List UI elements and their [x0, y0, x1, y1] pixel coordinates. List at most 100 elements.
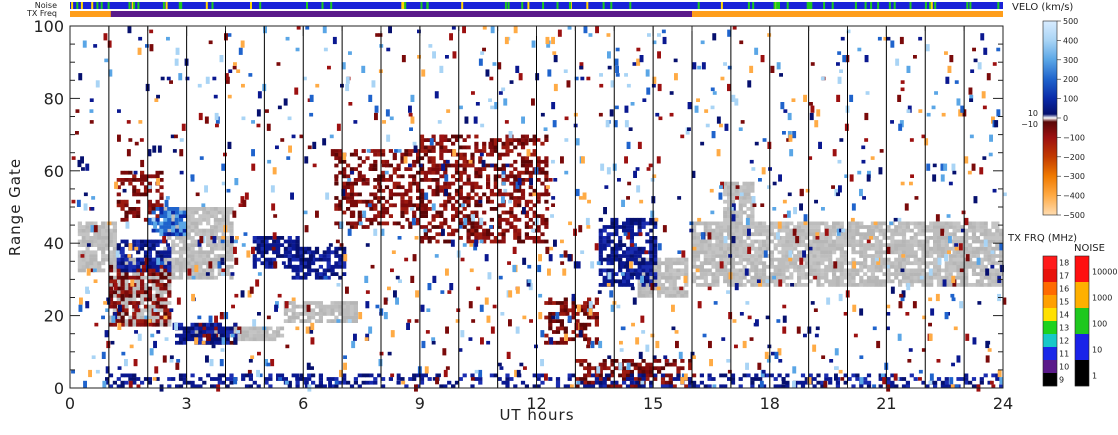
negative-velocity-region: [116, 170, 164, 222]
frequency-colorbar-title: TX FRQ (MHz): [1007, 233, 1077, 244]
txfreq-bar-purple: [110, 11, 693, 17]
noise-tick-label: 100: [1092, 320, 1107, 329]
noise-bar-segment: [831, 2, 834, 9]
frequency-colorbar-step: [1043, 256, 1057, 270]
noise-bar-segment: [107, 2, 110, 9]
y-tick-label: 0: [54, 379, 64, 398]
frequency-colorbar-step: [1043, 321, 1057, 335]
velocity-tick-label: −400: [1063, 192, 1085, 201]
noise-colorbar-step: [1075, 282, 1089, 309]
ground-scatter-region: [283, 301, 358, 323]
noise-bar-segment: [71, 2, 74, 9]
noise-bar-segment: [401, 2, 404, 9]
noise-bar-segment: [697, 2, 700, 9]
noise-colorbar-step: [1075, 360, 1089, 387]
noise-bar-segment: [602, 2, 605, 9]
noise-bar-segment: [178, 2, 181, 9]
noise-bar-segment: [162, 2, 165, 9]
noise-colorbar-step: [1075, 256, 1089, 283]
noise-bar-segment: [80, 2, 83, 9]
frequency-tick-label: 15: [1059, 298, 1069, 307]
x-tick-label: 24: [993, 394, 1013, 413]
frequency-tick-label: 10: [1059, 363, 1069, 372]
noise-bar-segment: [864, 2, 867, 9]
noise-tick-label: 10: [1092, 346, 1102, 355]
noise-bar-segment: [929, 2, 931, 9]
scatter-data: [71, 26, 1007, 392]
noise-bar-segment: [250, 2, 252, 9]
y-tick-label: 60: [44, 162, 64, 181]
velocity-inner-tick-label: −10: [1021, 120, 1038, 129]
velocity-tick-label: 500: [1063, 17, 1078, 26]
noise-bar-segment: [776, 2, 779, 9]
frequency-tick-label: 14: [1059, 311, 1069, 320]
frequency-colorbar-step: [1043, 282, 1057, 296]
noise-bar-segment: [877, 2, 880, 9]
noise-bar-fill: [70, 2, 1003, 9]
noise-bar-segment: [888, 2, 891, 9]
frequency-colorbar-step: [1043, 308, 1057, 322]
noise-bar-segment: [426, 2, 429, 9]
x-tick-label: 12: [526, 394, 546, 413]
frequency-colorbar-step: [1043, 347, 1057, 361]
noise-bar-segment: [211, 2, 214, 9]
noise-bar-segment: [806, 2, 809, 9]
status-bars: Noise TX Freq: [26, 1, 1003, 18]
frequency-colorbar-step: [1043, 360, 1057, 374]
noise-colorbar-frame: [1074, 255, 1090, 387]
x-tick-label: 21: [876, 394, 896, 413]
velocity-colorbar-title: VELO (km/s): [1012, 2, 1073, 13]
noise-bar-segment: [420, 2, 423, 9]
noise-bar-segment: [128, 2, 131, 9]
ground-scatter-region: [692, 221, 1004, 287]
noise-bar-segment: [747, 2, 750, 9]
noise-bar-segment: [165, 2, 168, 9]
x-tick-label: 6: [298, 394, 308, 413]
x-tick-label: 3: [182, 394, 192, 413]
x-axis: 0 3 6 9 12 15 18 21 24: [65, 26, 1013, 413]
velocity-tick-label: 400: [1063, 36, 1078, 45]
noise-bar-segment: [504, 2, 507, 9]
x-tick-label: 15: [643, 394, 663, 413]
noise-bar-segment: [774, 2, 777, 9]
noise-bar-segment: [76, 2, 79, 9]
noise-bar-segment: [133, 2, 136, 9]
scattered-echoes: [71, 26, 1007, 392]
y-tick-label: 80: [44, 89, 64, 108]
velocity-tick-label: 300: [1063, 56, 1078, 65]
noise-bar-segment: [306, 2, 308, 9]
negative-velocity-region: [334, 149, 425, 229]
velocity-tick-label: −300: [1063, 172, 1085, 181]
y-axis: 0 20 40 60 80 100: [33, 17, 1003, 398]
noise-bar-segment: [542, 2, 545, 9]
noise-bar-segment: [586, 2, 589, 9]
velocity-tick-label: −100: [1063, 133, 1085, 142]
frequency-colorbar-step: [1043, 269, 1057, 283]
velocity-tick-label: −500: [1063, 211, 1085, 220]
noise-bar-segment: [259, 2, 262, 9]
noise-bar-segment: [823, 2, 826, 9]
noise-bar-segment: [100, 2, 103, 9]
frequency-tick-label: 9: [1059, 376, 1064, 385]
velocity-tick-label: −200: [1063, 153, 1085, 162]
noise-tick-label: 1000: [1092, 294, 1112, 303]
hour-gridlines: [108, 26, 965, 388]
y-tick-label: 20: [44, 307, 64, 326]
noise-bar-segment: [521, 2, 524, 9]
y-tick-label: 100: [33, 17, 64, 36]
noise-bar-segment: [91, 2, 94, 9]
noise-bar-segment: [969, 2, 972, 9]
noise-bar-segment: [966, 2, 969, 9]
velocity-colorbar: VELO (km/s) 500 400 300 200 100 0 −100 −200 −300…: [1012, 2, 1085, 220]
positive-velocity-region: [151, 207, 187, 237]
noise-bar-segment: [997, 2, 1000, 9]
frequency-colorbar-step: [1043, 295, 1057, 309]
noise-bar-segment: [909, 2, 912, 9]
noise-status-bar: [70, 2, 1003, 9]
y-axis-label: Range Gate: [6, 158, 24, 256]
frequency-colorbar-frame: [1042, 255, 1058, 387]
y-tick-label: 40: [44, 234, 64, 253]
noise-bar-segment: [778, 2, 780, 9]
noise-bar-segment: [870, 2, 873, 9]
noise-tick-label: 1: [1092, 372, 1097, 381]
